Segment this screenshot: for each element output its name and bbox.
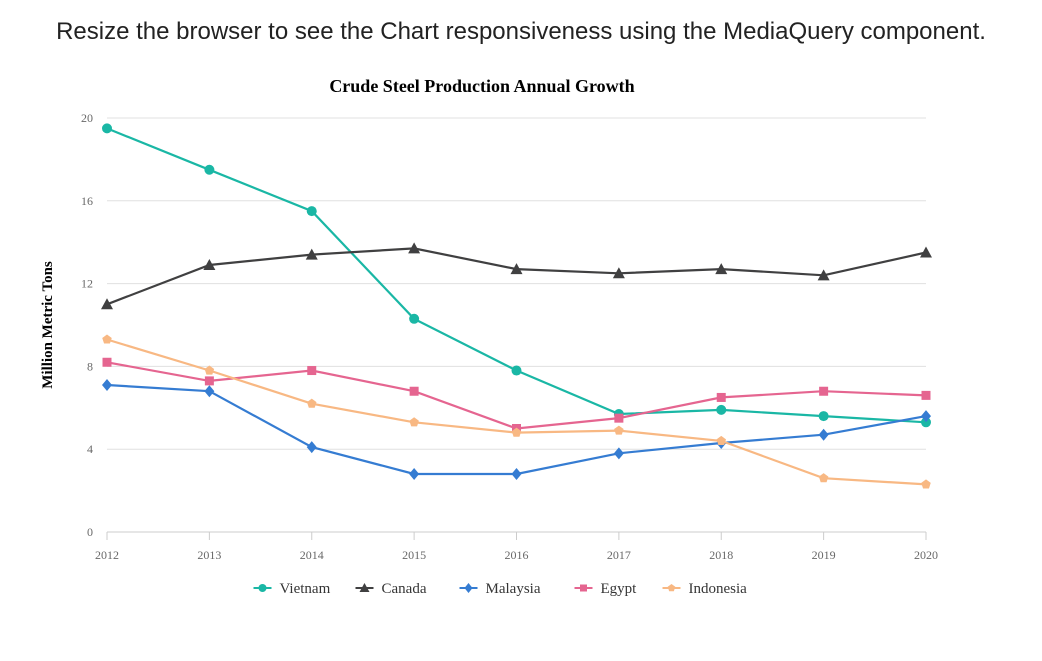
x-tick-label: 2020	[914, 548, 938, 562]
data-point-vietnam	[306, 206, 317, 217]
data-point-indonesia	[511, 427, 522, 437]
data-point-vietnam	[511, 365, 522, 376]
data-point-malaysia	[921, 410, 931, 423]
data-point-malaysia	[511, 468, 522, 481]
grid-lines	[107, 117, 926, 450]
legend-marker-vietnam	[258, 584, 267, 592]
y-tick-label: 0	[87, 525, 93, 539]
data-point-indonesia	[102, 334, 112, 344]
data-point-canada	[612, 267, 625, 279]
data-point-indonesia	[306, 398, 317, 408]
page-heading: Resize the browser to see the Chart resp…	[56, 18, 986, 45]
data-point-indonesia	[818, 473, 829, 483]
data-point-vietnam	[818, 411, 829, 422]
data-point-malaysia	[409, 468, 420, 481]
legend-label-malaysia: Malaysia	[486, 581, 541, 597]
legend-item-malaysia[interactable]: Malaysia	[459, 581, 541, 597]
data-point-canada	[408, 242, 421, 254]
data-point-egypt	[409, 386, 419, 396]
series-indonesia	[102, 334, 931, 489]
data-point-malaysia	[204, 385, 215, 398]
series-line-indonesia	[106, 338, 927, 486]
data-point-canada	[510, 263, 523, 275]
legend-label-canada: Canada	[382, 581, 427, 597]
data-point-vietnam	[102, 123, 112, 134]
data-point-indonesia	[614, 425, 624, 435]
data-point-egypt	[102, 357, 112, 367]
series-line-canada	[106, 247, 927, 306]
axes: 0 4 8 12 16 20 2012 2013 2014 2015 2016 2017 2018 201…	[81, 111, 938, 562]
data-point-egypt	[716, 392, 726, 402]
legend-item-canada[interactable]: Canada	[355, 581, 427, 597]
data-point-canada	[715, 263, 728, 275]
x-tick-label: 2012	[95, 548, 119, 562]
y-tick-label: 8	[87, 359, 93, 373]
y-tick-label: 12	[81, 277, 93, 291]
data-point-malaysia	[102, 379, 112, 392]
legend[interactable]: Vietnam Canada Malaysia Egypt Indonesia	[253, 581, 748, 597]
data-point-canada	[920, 246, 932, 258]
legend-item-vietnam[interactable]: Vietnam	[253, 581, 331, 597]
data-point-vietnam	[409, 313, 420, 324]
data-point-egypt	[921, 390, 931, 400]
y-tick-label: 4	[87, 442, 93, 456]
data-point-egypt	[614, 413, 624, 423]
legend-marker-indonesia	[667, 584, 676, 592]
data-point-canada	[203, 258, 216, 270]
legend-label-indonesia: Indonesia	[689, 581, 748, 597]
data-point-vietnam	[716, 404, 727, 415]
legend-marker-egypt	[580, 584, 587, 592]
data-point-malaysia	[818, 428, 829, 441]
data-point-malaysia	[613, 447, 624, 460]
data-point-canada	[101, 298, 113, 310]
data-point-egypt	[204, 376, 214, 386]
data-point-canada	[305, 248, 318, 260]
data-point-canada	[817, 269, 830, 281]
x-tick-label: 2016	[505, 548, 529, 562]
data-point-egypt	[307, 366, 317, 376]
legend-label-egypt: Egypt	[601, 581, 638, 597]
y-tick-label: 16	[81, 194, 93, 208]
legend-item-egypt[interactable]: Egypt	[574, 581, 638, 597]
series-canada	[101, 242, 932, 310]
x-tick-label: 2018	[709, 548, 733, 562]
legend-marker-malaysia	[464, 583, 473, 593]
y-axis-title: Million Metric Tons	[40, 261, 56, 389]
x-tick-label: 2019	[812, 548, 836, 562]
legend-item-indonesia[interactable]: Indonesia	[662, 581, 748, 597]
legend-marker-canada	[359, 583, 370, 592]
y-tick-label: 20	[81, 111, 93, 125]
data-point-indonesia	[409, 417, 419, 427]
data-point-vietnam	[921, 417, 931, 428]
legend-label-vietnam: Vietnam	[280, 581, 331, 597]
data-point-indonesia	[716, 435, 727, 445]
x-tick-label: 2017	[607, 548, 631, 562]
x-tick-label: 2014	[300, 548, 324, 562]
data-point-egypt	[819, 386, 829, 396]
data-point-indonesia	[204, 365, 215, 375]
chart-title: Crude Steel Production Annual Growth	[329, 76, 634, 96]
x-tick-label: 2015	[402, 548, 426, 562]
series-malaysia	[102, 379, 931, 481]
data-point-vietnam	[204, 164, 215, 175]
x-tick-label: 2013	[197, 548, 221, 562]
data-point-indonesia	[921, 479, 931, 489]
series-layer	[101, 123, 932, 489]
data-point-malaysia	[306, 441, 317, 454]
